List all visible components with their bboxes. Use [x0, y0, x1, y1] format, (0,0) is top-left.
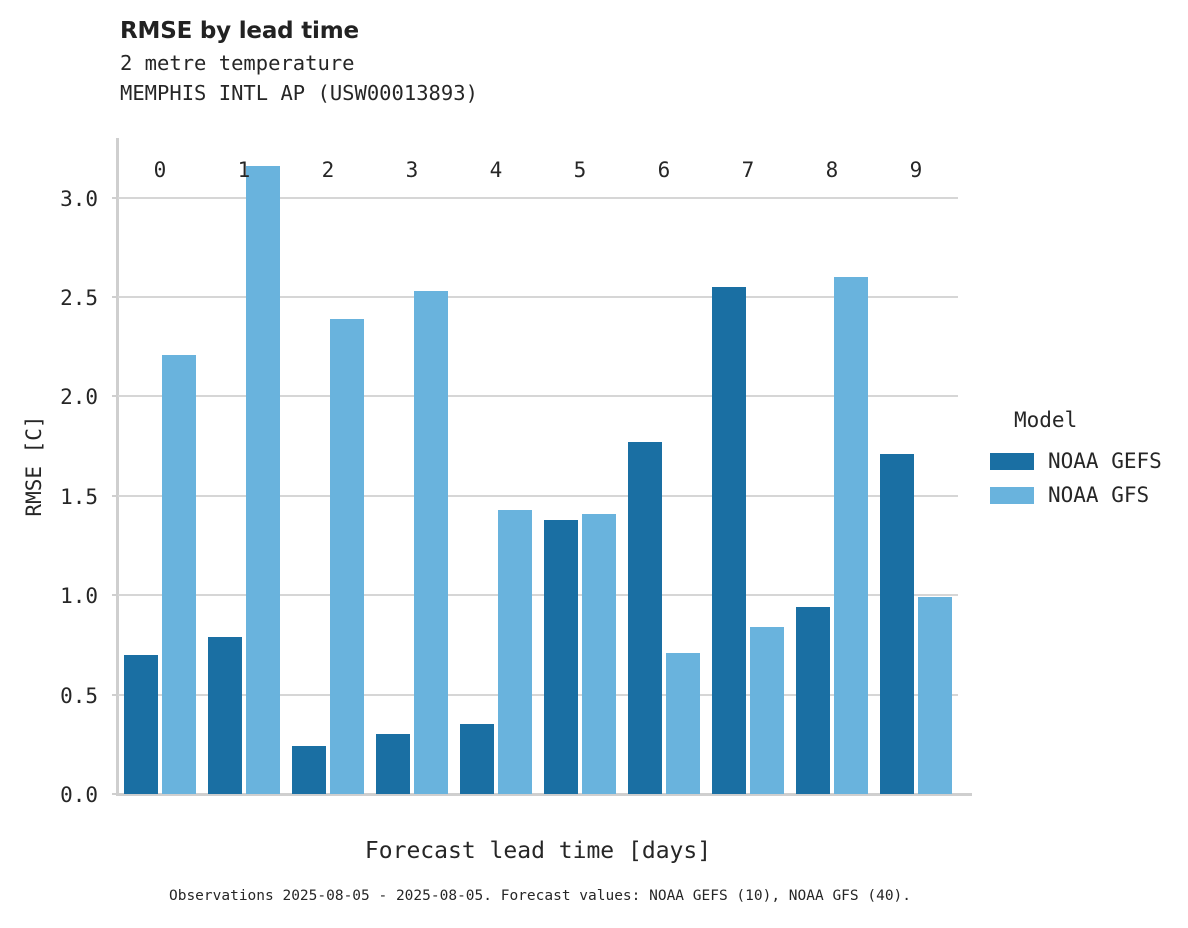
y-tick-label: 3.0	[60, 186, 98, 211]
y-tick-label: 2.0	[60, 385, 98, 410]
chart-subtitle-variable: 2 metre temperature	[120, 51, 355, 76]
chart-subtitle-station: MEMPHIS INTL AP (USW00013893)	[120, 80, 478, 105]
bar	[330, 318, 364, 794]
gridline	[118, 594, 958, 597]
bar	[796, 607, 830, 794]
legend-entry-label: NOAA GEFS	[1048, 449, 1162, 473]
y-tick-mark	[112, 395, 118, 398]
legend-title: Model	[1014, 408, 1078, 432]
y-tick-label: 0.5	[60, 683, 98, 708]
chart-footnote: Observations 2025-08-05 - 2025-08-05. Fo…	[168, 888, 912, 904]
y-tick-mark	[112, 693, 118, 696]
x-axis-spine	[116, 793, 972, 796]
gridline	[118, 693, 958, 696]
bar	[880, 454, 914, 794]
legend-entries: NOAA GEFS NOAA GFS	[990, 444, 1180, 512]
bar	[628, 442, 662, 794]
bar	[544, 519, 578, 794]
gridline	[118, 196, 958, 199]
legend: Model NOAA GEFS NOAA GFS	[990, 408, 1180, 512]
x-tick-label: 2	[321, 158, 335, 182]
y-tick-mark	[112, 793, 118, 795]
bar	[162, 354, 196, 794]
bar	[292, 746, 326, 794]
bar	[246, 165, 280, 794]
y-tick-mark	[112, 494, 118, 497]
x-axis-label: Forecast lead time [days]	[364, 838, 712, 864]
y-tick-mark	[112, 296, 118, 299]
legend-entry[interactable]: NOAA GEFS	[990, 444, 1180, 478]
x-tick-label: 8	[825, 158, 839, 182]
y-tick-label: 1.5	[60, 484, 98, 509]
y-tick-mark	[112, 196, 118, 199]
gridline	[118, 296, 958, 299]
y-axis-spine	[116, 138, 119, 796]
bar	[582, 513, 616, 794]
legend-swatch-icon	[990, 452, 1034, 470]
legend-entry[interactable]: NOAA GFS	[990, 478, 1180, 512]
bar	[376, 734, 410, 794]
x-tick-label: 9	[909, 158, 923, 182]
plot-area: 0.0 0.5 1.0 1.5 2.0 2.5 3.0 0 1 2 3 4 5 6 7 8 9 RMSE [C…	[22, 138, 958, 864]
bar	[208, 636, 242, 794]
x-tick-label: 3	[405, 158, 419, 182]
x-tick-label: 0	[153, 158, 167, 182]
bar	[460, 724, 494, 794]
y-tick-label: 2.5	[60, 286, 98, 311]
bar	[750, 627, 784, 794]
x-tick-label: 6	[657, 158, 671, 182]
bar	[498, 509, 532, 794]
bar	[918, 597, 952, 794]
x-tick-label: 7	[741, 158, 755, 182]
y-tick-label: 1.0	[60, 584, 98, 609]
y-tick-mark	[112, 594, 118, 597]
x-tick-label: 1	[237, 158, 251, 182]
gridline	[118, 494, 958, 497]
bar	[414, 291, 448, 794]
legend-swatch-icon	[990, 486, 1034, 504]
bar	[834, 277, 868, 794]
y-tick-label: 0.0	[60, 783, 98, 807]
page-title: RMSE by lead time	[120, 18, 359, 44]
legend-entry-label: NOAA GFS	[1048, 483, 1150, 507]
bar	[124, 654, 158, 794]
y-axis-label: RMSE [C]	[22, 415, 46, 517]
bar	[666, 652, 700, 794]
x-tick-label: 4	[489, 158, 503, 182]
gridline	[118, 395, 958, 398]
x-tick-label: 5	[573, 158, 587, 182]
bar	[712, 287, 746, 794]
chart-header: RMSE by lead time 2 metre temperature ME…	[120, 18, 1020, 109]
